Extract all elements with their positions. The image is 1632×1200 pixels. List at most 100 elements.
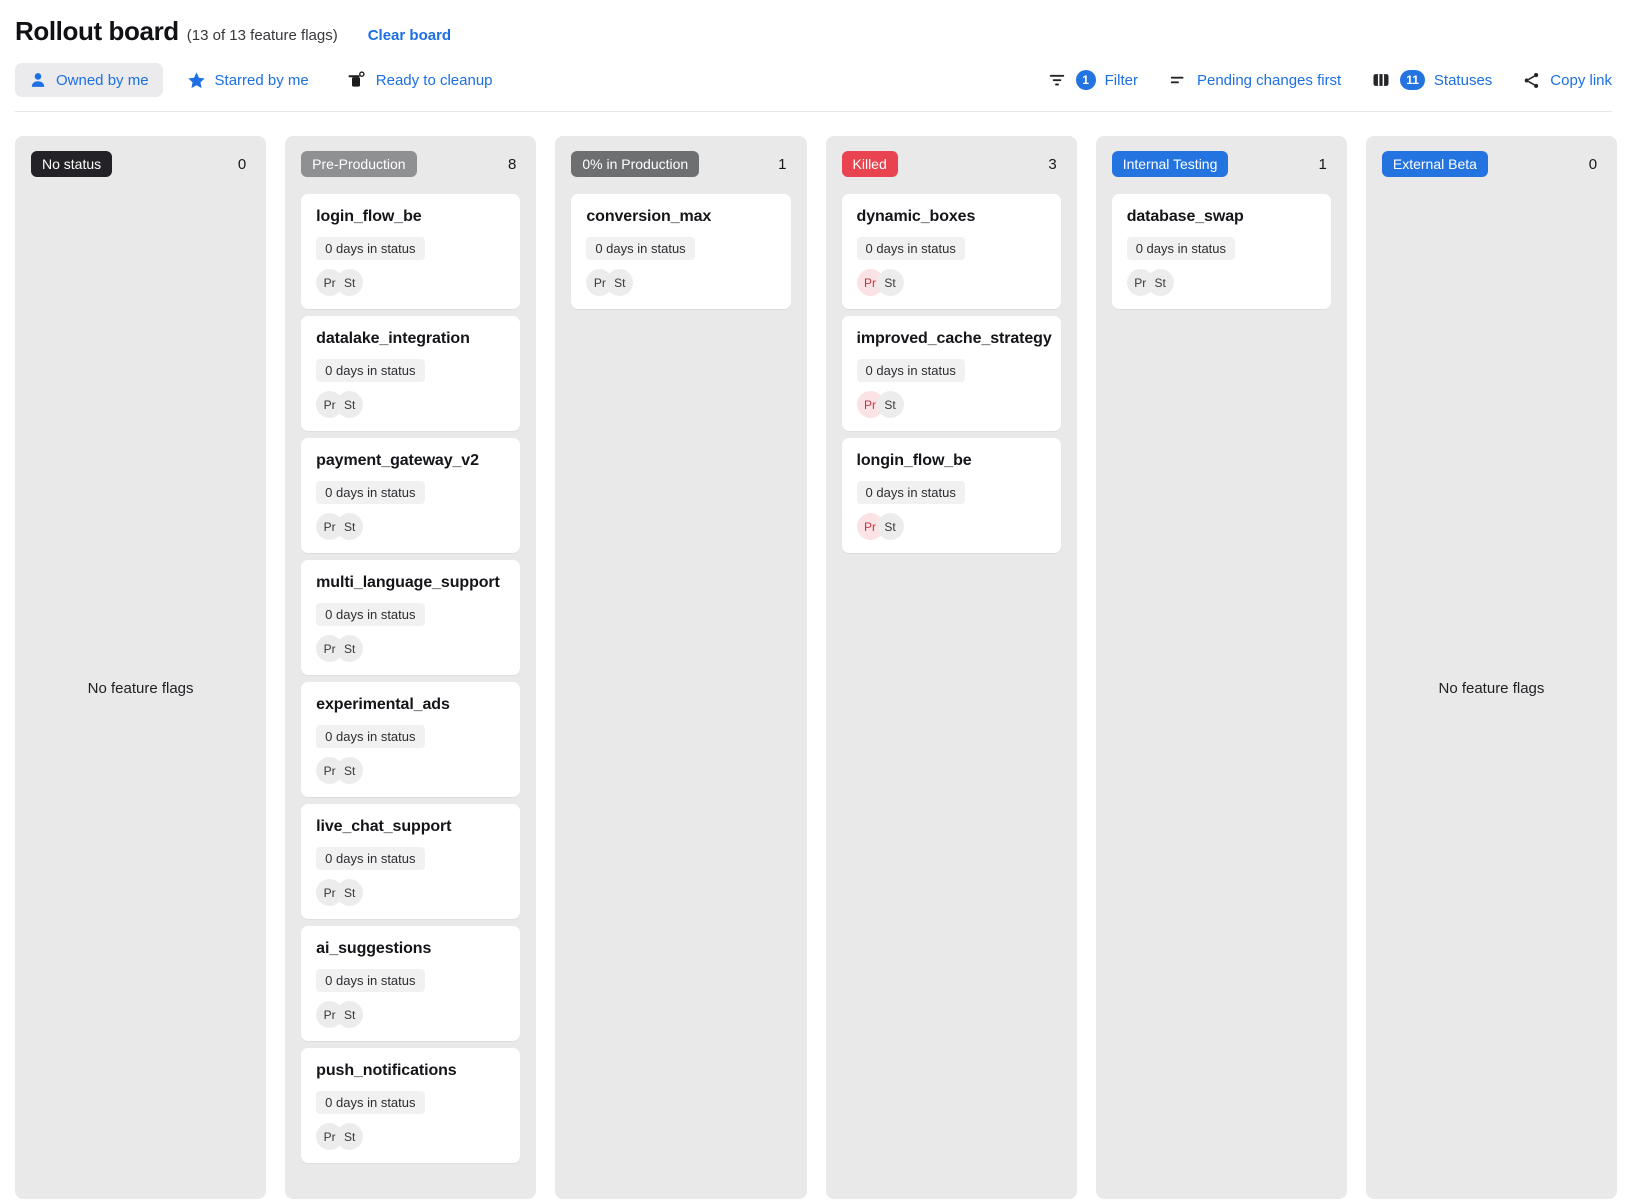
copy-link-label: Copy link (1550, 71, 1612, 89)
ready-to-cleanup-button[interactable]: Ready to cleanup (333, 62, 507, 98)
feature-flag-card[interactable]: ai_suggestions 0 days in status Pr St (301, 926, 521, 1041)
days-in-status-chip: 0 days in status (316, 969, 425, 992)
sort-pending-changes-button[interactable]: Pending changes first (1168, 70, 1341, 90)
column-count: 0 (1588, 155, 1598, 173)
feature-flag-name: experimental_ads (316, 696, 450, 713)
feature-flag-name: improved_cache_strategy (856, 330, 1052, 347)
feature-flag-card[interactable]: live_chat_support 0 days in status Pr St (301, 804, 521, 919)
days-in-status-chip: 0 days in status (1126, 237, 1236, 260)
board-column: Pre-Production 8 login_flow_be 0 days in… (285, 136, 537, 1199)
feature-flag-name: database_swap (1126, 208, 1244, 225)
feature-flag-card[interactable]: dynamic_boxes 0 days in status Pr St (841, 194, 1061, 309)
owned-by-me-label: Owned by me (56, 71, 149, 89)
environment-chip-st: St (606, 269, 634, 296)
feature-flag-card[interactable]: longin_flow_be 0 days in status Pr St (841, 438, 1061, 553)
ready-to-cleanup-label: Ready to cleanup (375, 71, 493, 89)
column-header: Killed 3 (841, 151, 1061, 177)
feature-flag-card[interactable]: push_notifications 0 days in status Pr St (301, 1048, 521, 1163)
feature-flag-name: push_notifications (316, 1062, 457, 1079)
environment-chip-st: St (336, 635, 364, 662)
feature-flag-card[interactable]: improved_cache_strategy 0 days in status… (841, 316, 1061, 431)
filter-icon (1047, 70, 1067, 90)
days-in-status-chip: 0 days in status (316, 725, 425, 748)
days-in-status-chip: 0 days in status (316, 847, 425, 870)
toolbar-right: 1 Filter Pending changes first 11 Status… (1047, 70, 1612, 90)
feature-flag-name: conversion_max (586, 208, 712, 225)
header-divider (15, 111, 1612, 112)
copy-link-button[interactable]: Copy link (1522, 71, 1612, 90)
feature-flag-card[interactable]: conversion_max 0 days in status Pr St (571, 194, 791, 309)
statuses-count-badge: 11 (1400, 70, 1425, 90)
column-header: Internal Testing 1 (1111, 151, 1331, 177)
board-column: 0% in Production 1 conversion_max 0 days… (555, 136, 807, 1199)
environment-chips: Pr St (316, 269, 505, 296)
column-header: Pre-Production 8 (301, 151, 520, 177)
board-column: Internal Testing 1 database_swap 0 days … (1095, 136, 1347, 1199)
status-badge: Internal Testing (1111, 151, 1229, 177)
filter-button[interactable]: 1 Filter (1047, 70, 1138, 90)
statuses-label: Statuses (1433, 71, 1493, 89)
column-header: External Beta 0 (1381, 151, 1601, 177)
empty-column-note: No feature flags (1438, 680, 1545, 697)
environment-chip-st: St (336, 1123, 364, 1150)
empty-column-note: No feature flags (87, 680, 194, 697)
environment-chip-st: St (876, 513, 904, 540)
clear-board-link[interactable]: Clear board (367, 27, 452, 44)
environment-chip-st: St (336, 757, 364, 784)
environment-chips: Pr St (316, 757, 505, 784)
feature-flag-card[interactable]: database_swap 0 days in status Pr St (1111, 194, 1331, 309)
board-column: No status 0 No feature flags (15, 136, 267, 1199)
environment-chip-st: St (1146, 269, 1174, 296)
environment-chips: Pr St (1126, 269, 1316, 296)
status-badge: Pre-Production (301, 151, 417, 177)
person-icon (29, 71, 47, 89)
days-in-status-chip: 0 days in status (316, 603, 425, 626)
owned-by-me-button[interactable]: Owned by me (15, 63, 163, 97)
column-count: 8 (508, 155, 517, 173)
environment-chips: Pr St (316, 391, 505, 418)
days-in-status-chip: 0 days in status (316, 1091, 425, 1114)
star-icon (187, 71, 206, 90)
feature-flag-name: multi_language_support (316, 574, 500, 591)
environment-chips: Pr St (316, 1123, 505, 1150)
feature-flag-card[interactable]: login_flow_be 0 days in status Pr St (301, 194, 521, 309)
share-icon (1522, 71, 1541, 90)
feature-flag-name: login_flow_be (316, 208, 422, 225)
environment-chips: Pr St (316, 635, 505, 662)
column-count: 0 (237, 155, 247, 173)
board: No status 0 No feature flags Pre-Product… (0, 112, 1632, 1199)
columns-icon (1371, 70, 1391, 90)
feature-flag-card[interactable]: experimental_ads 0 days in status Pr St (301, 682, 521, 797)
column-cards: conversion_max 0 days in status Pr St (571, 194, 791, 309)
days-in-status-chip: 0 days in status (316, 359, 425, 382)
days-in-status-chip: 0 days in status (316, 481, 425, 504)
column-count: 1 (1318, 155, 1327, 173)
environment-chips: Pr St (586, 269, 775, 296)
environment-chip-st: St (336, 269, 364, 296)
sort-label: Pending changes first (1196, 71, 1342, 89)
feature-flag-name: ai_suggestions (316, 940, 432, 957)
environment-chips: Pr St (316, 879, 505, 906)
status-badge: External Beta (1381, 151, 1488, 177)
column-header: 0% in Production 1 (571, 151, 790, 177)
feature-flag-name: datalake_integration (316, 330, 470, 347)
filter-label: Filter (1104, 71, 1138, 89)
feature-flag-name: payment_gateway_v2 (316, 452, 479, 469)
statuses-button[interactable]: 11 Statuses (1371, 70, 1492, 90)
environment-chip-st: St (336, 513, 364, 540)
feature-flag-card[interactable]: datalake_integration 0 days in status Pr… (301, 316, 521, 431)
environment-chips: Pr St (856, 269, 1046, 296)
starred-by-me-button[interactable]: Starred by me (173, 63, 323, 98)
board-column: External Beta 0 No feature flags (1365, 136, 1618, 1199)
feature-flag-name: longin_flow_be (856, 452, 972, 469)
page-title: Rollout board (15, 16, 179, 46)
column-count: 3 (1048, 155, 1057, 173)
column-cards: dynamic_boxes 0 days in status Pr St impr… (841, 194, 1061, 553)
board-column: Killed 3 dynamic_boxes 0 days in status … (825, 136, 1077, 1199)
column-header: No status 0 (31, 151, 250, 177)
feature-flag-card[interactable]: payment_gateway_v2 0 days in status Pr St (301, 438, 521, 553)
broom-icon (347, 70, 367, 90)
feature-flag-card[interactable]: multi_language_support 0 days in status … (301, 560, 521, 675)
environment-chip-st: St (336, 1001, 364, 1028)
days-in-status-chip: 0 days in status (586, 237, 695, 260)
